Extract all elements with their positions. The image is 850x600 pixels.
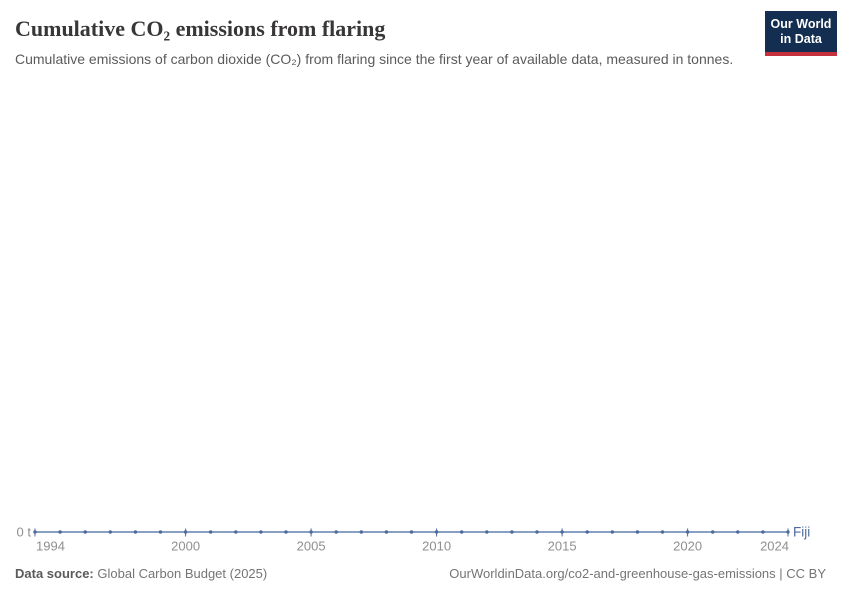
data-point[interactable]: [786, 530, 790, 534]
data-point[interactable]: [309, 530, 313, 534]
data-point[interactable]: [736, 530, 740, 534]
x-axis-tick-label: 2000: [171, 539, 200, 554]
data-point[interactable]: [711, 530, 715, 534]
data-source-label: Data source:: [15, 566, 94, 581]
data-point[interactable]: [460, 530, 464, 534]
data-source: Data source: Global Carbon Budget (2025): [15, 566, 267, 582]
data-point[interactable]: [510, 530, 514, 534]
data-source-value: Global Carbon Budget (2025): [97, 566, 268, 581]
owid-logo[interactable]: Our World in Data: [765, 11, 837, 56]
data-point[interactable]: [209, 530, 213, 534]
owid-logo-line1: Our World: [770, 17, 832, 31]
attribution-link[interactable]: OurWorldinData.org/co2-and-greenhouse-ga…: [449, 566, 826, 581]
data-point[interactable]: [535, 530, 539, 534]
data-point[interactable]: [133, 530, 138, 534]
chart-title: Cumulative CO₂ emissions from flaring: [15, 16, 386, 41]
x-axis-tick-label: 2005: [297, 539, 326, 554]
entity-label-fiji[interactable]: Fiji: [793, 525, 810, 540]
chart-subtitle: Cumulative emissions of carbon dioxide (…: [15, 51, 734, 67]
x-axis-tick-label: 1994: [36, 539, 65, 554]
data-point[interactable]: [334, 530, 338, 534]
data-point[interactable]: [108, 530, 113, 534]
chart-footer: Data source: Global Carbon Budget (2025)…: [15, 566, 826, 582]
owid-logo-line2: in Data: [780, 32, 822, 46]
data-point[interactable]: [685, 530, 690, 534]
data-point[interactable]: [585, 530, 589, 534]
data-point[interactable]: [761, 530, 765, 534]
x-axis-tick-label: 2024: [760, 539, 789, 554]
data-point[interactable]: [434, 530, 439, 534]
data-point[interactable]: [284, 530, 288, 534]
x-axis-tick-label: 2010: [422, 539, 451, 554]
data-point[interactable]: [485, 530, 489, 534]
data-point[interactable]: [560, 530, 564, 534]
data-point[interactable]: [259, 530, 263, 534]
data-point[interactable]: [58, 530, 62, 534]
x-axis-tick-label: 2015: [548, 539, 577, 554]
data-point[interactable]: [234, 530, 238, 534]
y-axis-zero-label: 0 t: [17, 525, 32, 540]
data-point[interactable]: [183, 530, 188, 534]
data-point[interactable]: [409, 530, 414, 534]
data-point[interactable]: [33, 530, 37, 534]
data-point[interactable]: [359, 530, 363, 534]
data-point[interactable]: [610, 530, 614, 534]
data-point[interactable]: [660, 530, 665, 534]
x-axis-tick-label: 2020: [673, 539, 702, 554]
data-point[interactable]: [83, 530, 87, 534]
data-point[interactable]: [384, 530, 389, 534]
data-point[interactable]: [158, 530, 163, 534]
chart-header: Cumulative CO₂ emissions from flaring Cu…: [0, 0, 850, 69]
data-point[interactable]: [635, 530, 640, 534]
